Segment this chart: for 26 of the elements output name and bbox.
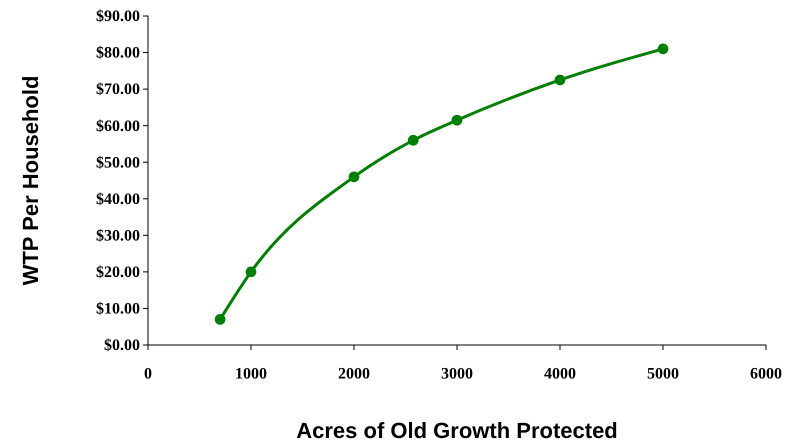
x-tick-label: 5000 — [647, 366, 679, 383]
x-tick-label: 4000 — [544, 366, 576, 383]
point — [246, 266, 256, 278]
y-tick-label: $10.00 — [96, 300, 140, 318]
x-tick-label: 3000 — [441, 366, 473, 383]
y-tick-label: $40.00 — [96, 190, 140, 208]
y-tick-label: $20.00 — [96, 264, 140, 282]
y-axis-title: WTP Per Household — [18, 76, 43, 286]
y-tick-label: $90.00 — [96, 8, 140, 26]
x-tick-label: 2000 — [338, 366, 370, 383]
y-tick-label: $60.00 — [96, 118, 140, 135]
point — [348, 172, 360, 182]
x-tick-label: 1000 — [235, 366, 267, 383]
y-tick-label: $0.00 — [104, 337, 140, 354]
point — [214, 314, 226, 325]
x-axis-title: Acres of Old Growth Protected — [296, 418, 618, 443]
x-tick-label: 6000 — [750, 366, 782, 383]
y-tick-label: $30.00 — [96, 227, 140, 244]
point — [658, 44, 668, 54]
x-tick-label: 0 — [144, 366, 152, 383]
y-tick-label: $80.00 — [96, 44, 140, 62]
point — [554, 74, 566, 86]
y-tick-label: $70.00 — [96, 81, 140, 98]
point — [408, 134, 419, 146]
point — [452, 114, 462, 126]
y-tick-label: $50.00 — [96, 154, 140, 172]
